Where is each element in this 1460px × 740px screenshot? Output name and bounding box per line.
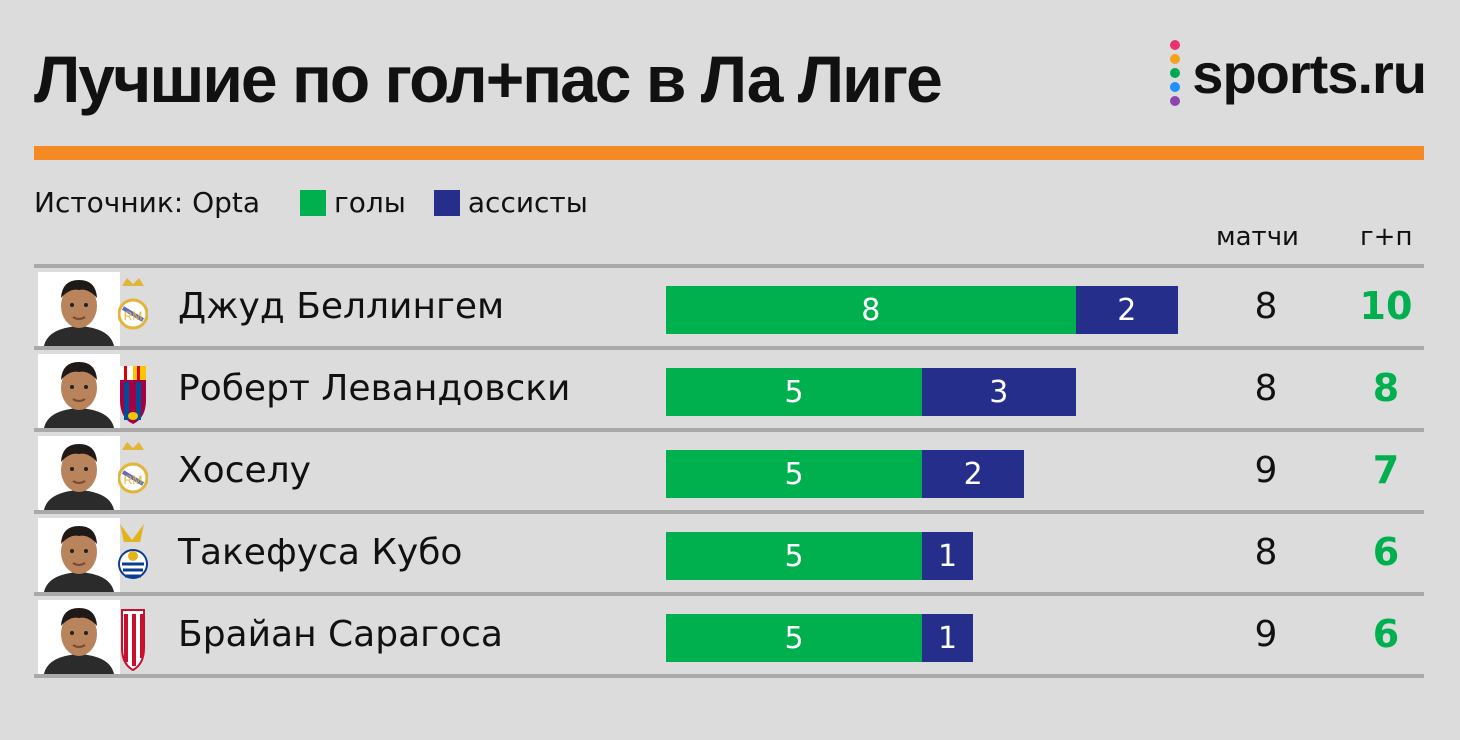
logo-dot — [1170, 82, 1181, 92]
svg-text:RM: RM — [124, 309, 143, 323]
player-photo-icon — [38, 518, 120, 592]
player-row: RM Хоселу 5 2 9 7 — [34, 428, 1424, 514]
svg-text:RM: RM — [124, 473, 143, 487]
total-value: 6 — [1372, 612, 1400, 656]
player-row: Брайан Сарагоса 5 1 9 6 — [34, 592, 1424, 678]
player-name: Роберт Левандовски — [178, 368, 571, 409]
bar-segment-assists: 1 — [922, 614, 974, 662]
total-value: 6 — [1372, 530, 1400, 574]
player-name: Джуд Беллингем — [178, 286, 505, 327]
logo-dots-icon — [1170, 40, 1181, 106]
legend-item-goals: голы — [300, 186, 406, 219]
bar-segment-assists: 2 — [1075, 286, 1178, 334]
total-value: 8 — [1372, 366, 1400, 410]
player-row: Роберт Левандовски 5 3 8 8 — [34, 346, 1424, 432]
logo-text: sports.ru — [1192, 41, 1427, 105]
player-photo-icon — [38, 436, 120, 510]
column-header-matches: матчи — [1216, 222, 1299, 252]
granada-crest-icon — [118, 602, 148, 672]
logo-dot — [1170, 54, 1181, 64]
player-photo-icon — [38, 272, 120, 346]
real-madrid-crest-icon: RM — [117, 274, 149, 344]
legend-swatch-assists — [433, 189, 460, 216]
matches-value: 9 — [1254, 614, 1278, 655]
player-photo-icon — [38, 354, 120, 428]
legend-item-assists: ассисты — [433, 186, 588, 219]
title-divider — [34, 146, 1424, 160]
chart-meta: Источник: Opta голы ассисты — [34, 186, 616, 219]
matches-value: 8 — [1254, 368, 1278, 409]
bar-segment-goals: 5 — [666, 532, 922, 580]
bar-segment-assists: 1 — [922, 532, 974, 580]
legend-label-assists: ассисты — [467, 186, 588, 219]
logo-dot — [1170, 68, 1181, 78]
total-value: 10 — [1359, 284, 1413, 328]
barcelona-crest-icon — [118, 356, 148, 426]
player-name: Хоселу — [178, 450, 311, 491]
logo-dot — [1170, 96, 1181, 106]
bar-segment-goals: 5 — [666, 614, 922, 662]
matches-value: 8 — [1254, 286, 1278, 327]
bar-segment-assists: 2 — [922, 450, 1025, 498]
legend-swatch-goals — [300, 189, 327, 216]
chart-title: Лучшие по гол+пас в Ла Лиге — [34, 42, 943, 116]
source-label: Источник: Opta — [34, 186, 261, 219]
real-sociedad-crest-icon — [118, 520, 148, 590]
player-name: Такефуса Кубо — [178, 532, 463, 573]
player-name: Брайан Сарагоса — [178, 614, 503, 655]
total-value: 7 — [1372, 448, 1400, 492]
matches-value: 8 — [1254, 532, 1278, 573]
logo-dot — [1170, 40, 1181, 50]
bar-segment-goals: 5 — [666, 450, 922, 498]
bar-segment-assists: 3 — [922, 368, 1076, 416]
bar-segment-goals: 8 — [666, 286, 1076, 334]
sports-ru-logo[interactable]: sports.ru — [1170, 40, 1427, 106]
player-row: RM Джуд Беллингем 8 2 8 10 — [34, 264, 1424, 350]
player-photo-icon — [38, 600, 120, 674]
player-row: Такефуса Кубо 5 1 8 6 — [34, 510, 1424, 596]
legend-label-goals: голы — [334, 186, 406, 219]
matches-value: 9 — [1254, 450, 1278, 491]
bar-segment-goals: 5 — [666, 368, 922, 416]
real-madrid-crest-icon: RM — [117, 438, 149, 508]
column-header-total: г+п — [1360, 222, 1413, 252]
